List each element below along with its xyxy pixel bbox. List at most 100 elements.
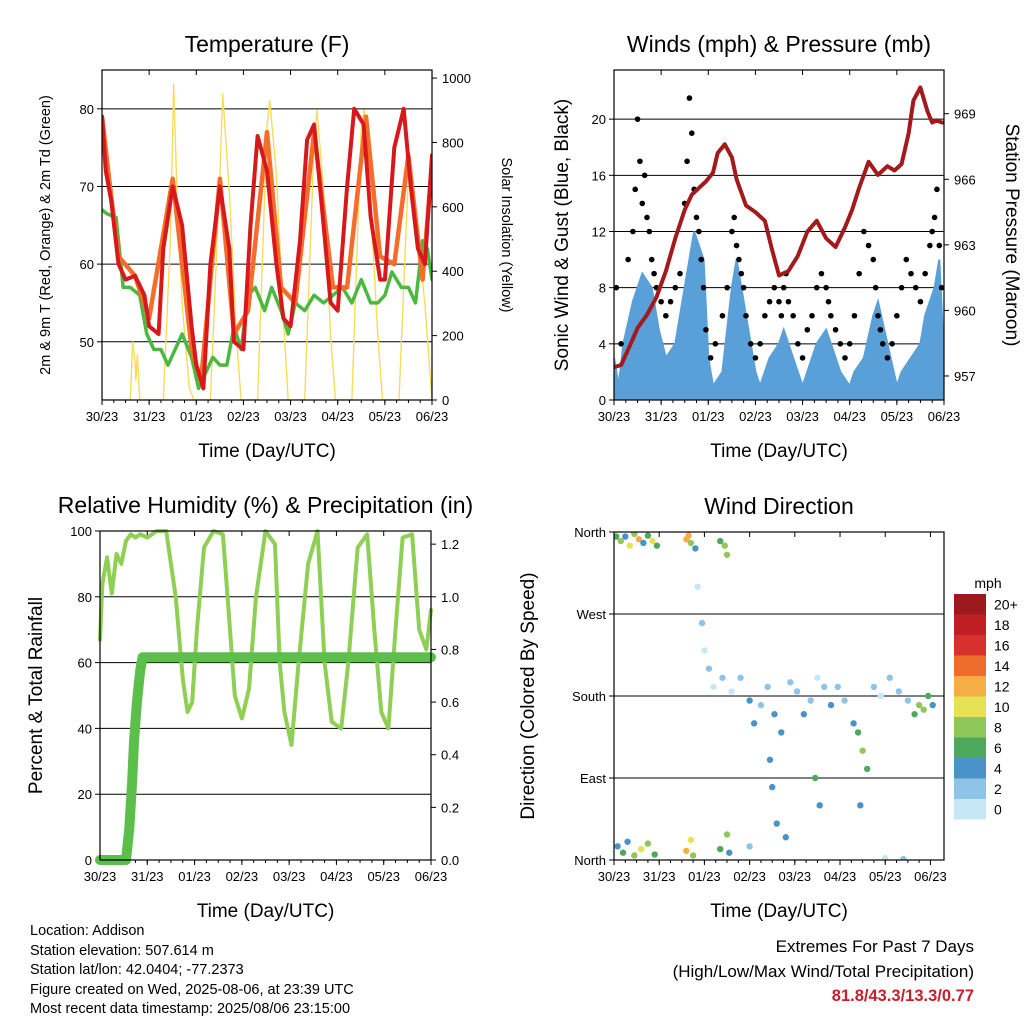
- direction-point: [924, 692, 932, 700]
- gust-point: [856, 270, 862, 277]
- gust-point: [894, 312, 900, 319]
- y-tick-label: North: [574, 853, 606, 868]
- colorbar-swatch: [954, 614, 986, 635]
- x-tick-label: 06/23: [914, 869, 947, 884]
- gust-point: [672, 284, 679, 291]
- direction-point: [750, 720, 758, 727]
- pressure-line: [614, 85, 944, 370]
- x-tick-label: 30/23: [598, 409, 631, 424]
- direction-point: [814, 674, 821, 681]
- y-tick-label: West: [577, 607, 607, 622]
- direction-point: [870, 683, 878, 691]
- y-tick-label: 50: [80, 335, 94, 350]
- gust-point: [875, 312, 881, 319]
- direction-point: [721, 542, 728, 549]
- x-tick-label: 03/23: [274, 409, 307, 424]
- gust-point: [861, 228, 867, 235]
- y2-tick-label: 0.8: [441, 642, 459, 657]
- gust-point: [877, 326, 884, 333]
- extremes-box: Extremes For Past 7 Days (High/Low/Max W…: [673, 934, 974, 1009]
- y2-tick-label: 0.4: [441, 748, 459, 763]
- gust-point: [712, 341, 719, 347]
- gust-point: [684, 158, 690, 165]
- gust-point: [630, 228, 636, 235]
- gust-point: [776, 298, 782, 305]
- colorbar-label: 12: [994, 678, 1010, 694]
- wind-area: [614, 231, 944, 400]
- colorbar-swatch: [954, 676, 986, 697]
- gust-point: [641, 172, 648, 179]
- x-tick-label: 30/23: [84, 869, 117, 884]
- temperature-panel: Temperature (F)5060708002004006008001000…: [38, 31, 514, 462]
- y2-tick-label: 800: [442, 135, 464, 150]
- gust-point: [889, 341, 895, 347]
- colorbar-swatch: [954, 696, 986, 717]
- direction-point: [882, 854, 889, 860]
- location-text: Location: Addison: [30, 923, 145, 939]
- direction-point: [834, 683, 841, 691]
- direction-point: [710, 683, 717, 691]
- direction-point: [719, 674, 726, 681]
- gust-point: [707, 355, 714, 361]
- x-tick-label: 31/23: [643, 869, 676, 884]
- direction-point: [800, 711, 808, 718]
- gust-point: [898, 284, 905, 291]
- x-tick-label: 03/23: [786, 409, 819, 424]
- gust-point: [724, 284, 730, 291]
- gust-point: [752, 355, 759, 361]
- direction-point: [644, 532, 652, 539]
- temperature-series: [102, 83, 432, 400]
- gust-point: [780, 284, 787, 291]
- direction-point: [614, 533, 620, 540]
- gust-point: [639, 200, 646, 207]
- direction-point: [737, 674, 744, 681]
- direction-point: [764, 683, 771, 691]
- gust-point: [936, 242, 943, 249]
- direction-point: [766, 756, 774, 763]
- x-tick-label: 04/23: [320, 869, 353, 884]
- direction-point: [640, 539, 647, 547]
- panel-title: Winds (mph) & Pressure (mb): [627, 31, 931, 57]
- y2-tick-label: 0.6: [441, 695, 459, 710]
- direction-point: [698, 619, 706, 627]
- gust-point: [667, 298, 674, 305]
- x-tick-label: 04/23: [833, 409, 866, 424]
- direction-point: [685, 532, 692, 539]
- gust-point: [731, 214, 738, 221]
- direction-point: [644, 840, 652, 847]
- gust-point: [917, 298, 924, 305]
- direction-point: [692, 545, 699, 552]
- gust-point: [934, 186, 940, 193]
- x-tick-label: 02/23: [739, 409, 772, 424]
- humidity-precip-panel: Relative Humidity (%) & Precipitation (i…: [26, 492, 473, 922]
- colorbar-swatch: [954, 717, 986, 738]
- y-tick-label: 80: [78, 590, 92, 605]
- x-tick-label: 03/23: [779, 869, 812, 884]
- gust-point: [696, 228, 702, 235]
- direction-point: [619, 849, 627, 856]
- gust-point: [931, 214, 938, 221]
- gust-point: [922, 270, 928, 277]
- gust-point: [719, 312, 726, 319]
- direction-point: [637, 845, 645, 853]
- x-tick-label: 05/23: [369, 409, 402, 424]
- direction-point: [857, 802, 864, 809]
- gust-point: [651, 270, 657, 277]
- x-tick-label: 31/23: [133, 409, 166, 424]
- gust-point: [614, 284, 620, 291]
- direction-point: [886, 674, 893, 681]
- gust-point: [804, 326, 811, 333]
- gust-point: [733, 242, 740, 249]
- gust-point: [832, 326, 839, 333]
- x-tick-label: 03/23: [273, 869, 306, 884]
- direction-point: [854, 729, 862, 736]
- gust-point: [809, 312, 815, 319]
- direction-point: [635, 536, 643, 543]
- gust-point: [818, 270, 825, 277]
- direction-point: [769, 783, 776, 791]
- colorbar-label: 16: [994, 637, 1010, 653]
- y-tick-label: 20: [592, 112, 606, 127]
- wind-direction-panel: Wind DirectionNorthEastSouthWestNorth30/…: [518, 493, 947, 922]
- direction-point: [920, 706, 927, 713]
